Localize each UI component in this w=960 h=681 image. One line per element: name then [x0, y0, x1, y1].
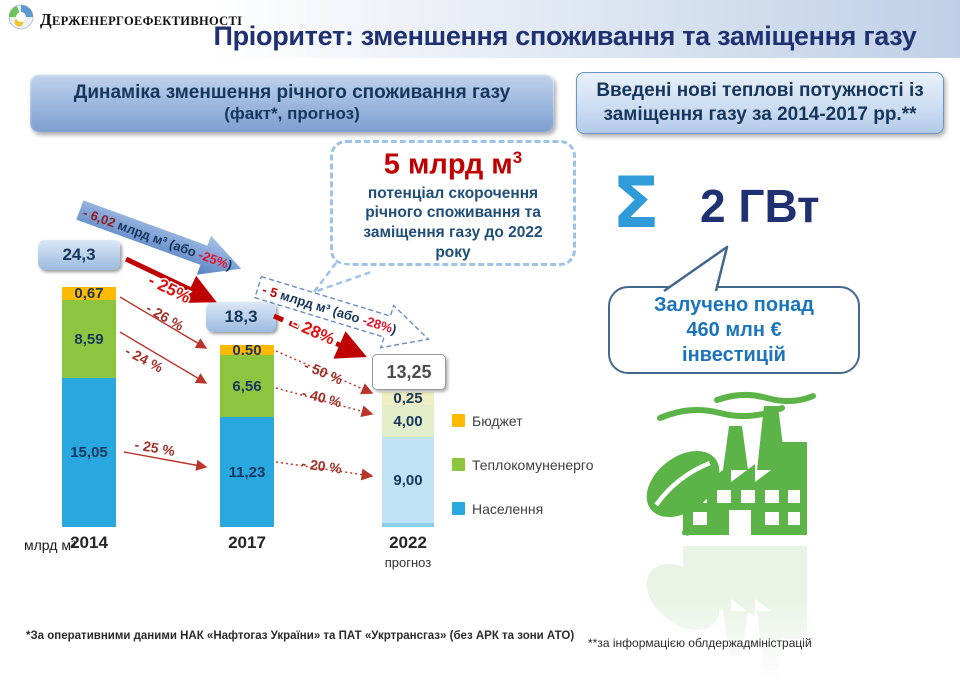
capacity-panel-title: Введені нові теплові потужності із заміщ…: [596, 80, 924, 125]
chart-panel-header: Динаміка зменшення річного споживання га…: [30, 74, 554, 132]
axis-unit-label: млрд м³: [24, 537, 76, 553]
bar-segment-heating-2022: 4,00: [382, 405, 434, 437]
pct-total-2017-2022: - 28%: [289, 313, 337, 348]
logo-text: ДЕРЖЕНЕРГОЕФЕКТИВНОСТІ: [40, 9, 243, 29]
segment-value: 6,56: [232, 377, 262, 395]
population-swatch-icon: [452, 502, 465, 515]
header-band: [0, 0, 960, 58]
bar-segment-heating-2014: 8,59: [62, 300, 116, 378]
segment-value: 15,05: [70, 444, 108, 461]
capacity-panel-header: Введені нові теплові потужності із заміщ…: [576, 72, 944, 134]
bar-segment-budget-2014: 0,67: [62, 285, 116, 302]
pct-heating-2014-2017: - 24 %: [123, 343, 167, 376]
potential-value-sup: 3: [512, 148, 523, 167]
segment-value: 0,67: [74, 285, 104, 302]
factory-reflection: [645, 541, 825, 681]
total-arrow-2017-2022: [272, 313, 367, 359]
logo: ДЕРЖЕНЕРГОЕФЕКТИВНОСТІ: [8, 4, 242, 35]
budget-arrow-2017-2022: [275, 350, 374, 395]
year-label-2017: 2017: [228, 533, 266, 552]
capacity-total-value: 2 ГВт: [700, 180, 820, 232]
segment-value: 8,59: [74, 330, 104, 348]
budget-arrow-2014-2017: [119, 296, 208, 349]
sigma-symbol: Σ: [612, 162, 660, 244]
bar-segment-population-2014: 15,05: [62, 378, 116, 527]
arrow2-close: ): [390, 321, 399, 337]
pct-budget-2017-2022: - 50 %: [302, 357, 346, 388]
bar-segment-population-2022: 9,00: [382, 437, 434, 527]
legend: Бюджет Теплокомуненерго Населення: [452, 413, 594, 545]
budget-swatch-icon: [452, 414, 465, 427]
arrow2-percent: -28%: [361, 313, 395, 336]
pct-heating-2017-2022: - 40 %: [300, 384, 344, 410]
year-note-forecast: прогноз: [384, 555, 432, 570]
legend-label: Бюджет: [472, 412, 523, 429]
investment-bubble: Залучено понад 460 млн € інвестицій: [608, 286, 860, 374]
heating-arrow-2014-2017: [119, 331, 208, 384]
potential-value-text: 5 млрд м: [383, 148, 513, 181]
potential-description: потенціал скорочення річного споживання …: [363, 184, 543, 262]
investment-line-3: інвестицій: [682, 343, 786, 366]
footnote-source: *За оперативними даними НАК «Нафтогаз Ук…: [26, 630, 575, 642]
total-label-2022: 13,25: [372, 354, 446, 390]
segment-value: 9,00: [393, 471, 423, 489]
arrow1-unit: млрд м³ (або: [112, 216, 201, 261]
pct-population-2014-2017: - 25 %: [133, 436, 176, 459]
legend-item-population: Населення: [452, 500, 594, 517]
bar-segment-budget-2022: 0,25: [382, 390, 434, 407]
segment-value: 11,23: [228, 463, 266, 481]
population-arrow-2014-2017: [123, 451, 208, 471]
page-title: Пріоритет: зменшення споживання та заміщ…: [213, 21, 917, 51]
total-label-2014: 24,3: [38, 240, 120, 270]
investment-line-1: Залучено понад: [654, 293, 814, 316]
segment-value: 4,00: [393, 412, 423, 430]
footnote-info: **за інформацією облдержадміністрацій: [588, 636, 812, 650]
bar-segment-budget-2017: 0,50: [220, 342, 274, 359]
potential-value: 5 млрд м3: [333, 148, 573, 182]
total-arrow-2014-2017: [124, 256, 217, 303]
arrow2-value: - 5: [261, 282, 280, 301]
pct-budget-2014-2017: - 26 %: [144, 300, 188, 334]
chart-panel-subtitle: (факт*, прогноз): [224, 104, 360, 123]
bar-segment-heating-2017: 6,56: [220, 355, 274, 417]
chart-panel-title: Динаміка зменшення річного споживання га…: [73, 82, 511, 103]
legend-item-heating: Теплокомуненерго: [452, 456, 594, 473]
legend-label: Населення: [472, 500, 544, 517]
year-label-2014: 2014: [70, 533, 108, 552]
arrow1-percent: -25%: [197, 247, 231, 272]
bubble-pointer: [663, 245, 729, 293]
segment-value: 0,25: [393, 390, 423, 407]
year-label-2022: 2022: [389, 533, 427, 552]
arrow2-unit: млрд м³ (або: [275, 286, 365, 327]
bar-segment-population-2017: 11,23: [220, 417, 274, 527]
heating-arrow-2017-2022: [275, 387, 374, 418]
reduction-arrow-2017-2022: - 5 млрд м³ (або -28%): [254, 275, 430, 349]
investment-line-2: 460 млн €: [686, 318, 782, 341]
logo-icon: [8, 4, 34, 35]
arrow1-value: - 6,02: [81, 205, 117, 230]
heating-swatch-icon: [452, 458, 465, 471]
pct-population-2017-2022: - 20 %: [301, 455, 344, 477]
legend-label: Теплокомуненерго: [472, 456, 594, 473]
eco-factory-icon: [645, 388, 825, 540]
svg-text:- 5 млрд м³ (або -28%): - 5 млрд м³ (або -28%): [261, 282, 399, 337]
potential-callout: 5 млрд м3 потенціал скорочення річного с…: [330, 140, 576, 266]
population-arrow-2017-2022: [275, 461, 374, 481]
legend-item-budget: Бюджет: [452, 412, 594, 429]
total-label-2017: 18,3: [206, 302, 276, 332]
pct-total-2014-2017: - 25%: [145, 271, 193, 308]
arrow1-close: ): [225, 257, 234, 273]
callout-tail: [310, 262, 375, 295]
